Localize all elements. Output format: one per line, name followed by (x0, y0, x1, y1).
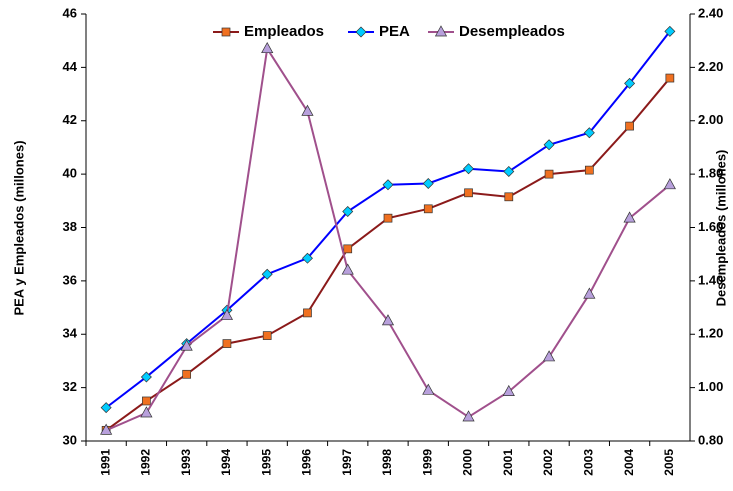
data-point (584, 165, 594, 175)
y-tick-label: 36 (63, 272, 77, 287)
y2-tick-label: 2.20 (698, 59, 723, 74)
x-tick-label: 1993 (179, 449, 193, 476)
data-point (542, 350, 556, 362)
y-tick-label: 44 (63, 59, 78, 74)
data-point (544, 169, 554, 179)
data-point (140, 371, 152, 383)
legend-label: Desempleados (459, 23, 565, 40)
y2-tick-label: 1.00 (698, 379, 723, 394)
data-point (503, 165, 515, 177)
data-point (180, 339, 193, 351)
x-tick-label: 1999 (420, 449, 434, 476)
y2-tick-label: 1.60 (698, 219, 723, 234)
x-tick-label: 1991 (98, 449, 112, 476)
x-tick-label: 2004 (622, 449, 636, 476)
legend-marker (434, 25, 448, 37)
legend-label: Empleados (244, 23, 324, 40)
data-point (343, 244, 353, 254)
y2-tick-label: 1.80 (698, 166, 723, 181)
data-point (502, 384, 515, 396)
data-point (663, 178, 676, 190)
data-point (142, 396, 151, 406)
data-point (222, 339, 232, 348)
y2-tick-label: 1.40 (698, 272, 723, 287)
data-point (261, 268, 273, 280)
data-point (423, 204, 433, 214)
y2-tick-label: 2.00 (698, 112, 723, 127)
x-tick-label: 2005 (662, 449, 676, 476)
data-point (624, 77, 636, 89)
data-point (383, 213, 393, 223)
y-axis-title: PEA y Empleados (millones) (11, 140, 26, 315)
x-tick-label: 1995 (259, 449, 273, 476)
y-tick-label: 42 (63, 112, 77, 127)
data-point (342, 205, 354, 217)
data-point (301, 252, 313, 264)
y-tick-label: 32 (63, 379, 77, 394)
data-point (382, 179, 394, 191)
y-tick-label: 46 (63, 5, 77, 20)
data-point (381, 314, 395, 326)
data-point (665, 73, 675, 83)
x-tick-label: 1998 (380, 449, 394, 476)
data-point (625, 121, 634, 131)
y2-tick-label: 2.40 (698, 5, 723, 20)
x-tick-label: 2002 (541, 449, 555, 476)
data-point (543, 139, 555, 151)
data-point (422, 383, 435, 395)
data-point (422, 177, 434, 189)
data-point (220, 308, 234, 320)
data-point (583, 127, 595, 139)
data-point (182, 369, 192, 379)
data-point (261, 41, 274, 54)
y2-tick-label: 0.80 (698, 432, 723, 447)
legend-marker (221, 27, 231, 37)
data-point (463, 163, 475, 175)
data-point (303, 308, 312, 318)
x-tick-label: 2000 (461, 449, 475, 476)
x-tick-label: 1994 (219, 449, 233, 476)
y-tick-label: 40 (63, 166, 77, 181)
data-point (464, 188, 473, 198)
y2-tick-label: 1.20 (698, 326, 723, 341)
y-tick-label: 38 (63, 219, 77, 234)
y-tick-label: 34 (63, 326, 78, 341)
x-tick-label: 1996 (300, 449, 314, 476)
data-point (301, 104, 314, 116)
data-point (140, 406, 153, 418)
data-point (623, 211, 636, 223)
data-point (262, 331, 272, 340)
data-point (100, 423, 113, 435)
data-point (462, 410, 475, 422)
legend-marker (355, 26, 367, 38)
data-point (341, 263, 354, 275)
y-tick-label: 30 (63, 432, 77, 447)
data-point (664, 25, 676, 37)
y2-axis-title: Desempleados (millones) (713, 150, 728, 307)
x-tick-label: 1992 (139, 449, 153, 476)
x-tick-label: 2001 (501, 449, 515, 476)
x-tick-label: 1997 (340, 449, 354, 476)
data-point (504, 192, 514, 202)
x-tick-label: 2003 (582, 449, 596, 476)
data-point (100, 402, 112, 414)
data-point (583, 287, 596, 299)
legend-label: PEA (379, 23, 410, 40)
